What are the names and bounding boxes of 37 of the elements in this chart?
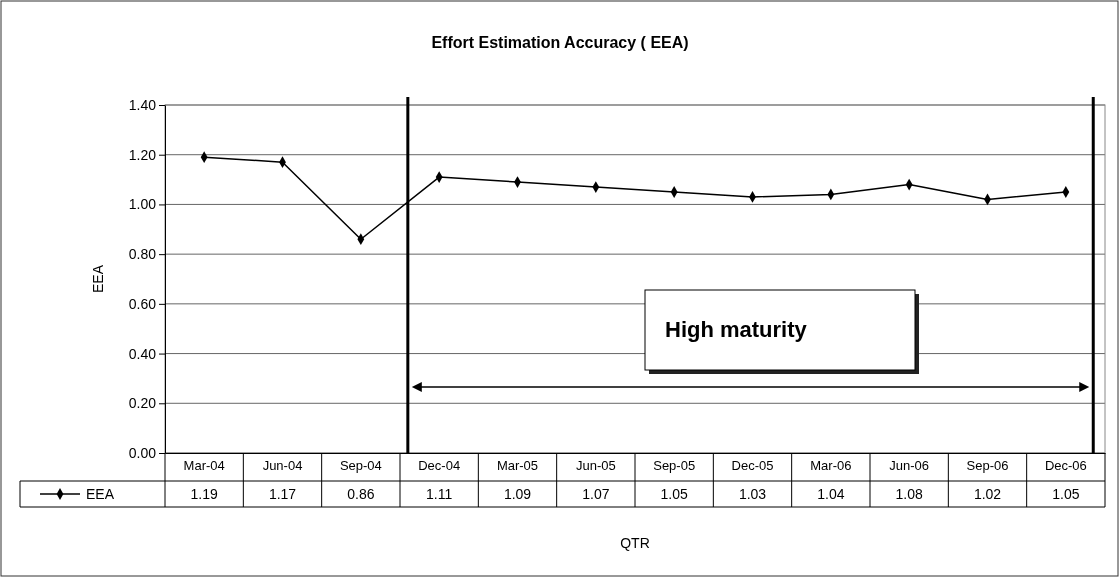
text: 0.80: [128, 246, 156, 263]
x-tick-label: Sep-05: [653, 458, 696, 474]
data-label: 1.03: [738, 486, 767, 502]
data-label: 1.05: [660, 486, 688, 502]
data-label: 1.02: [973, 486, 1002, 502]
x-axis-title: QTR: [620, 535, 650, 551]
text: 0.60: [128, 295, 156, 312]
data-label: 1.05: [1052, 486, 1080, 502]
text: 1.00: [128, 196, 156, 213]
text: 1.40: [128, 96, 156, 113]
data-label: 1.09: [503, 486, 532, 502]
x-tick-label: Mar-04: [183, 458, 225, 474]
data-label: 1.07: [582, 486, 610, 502]
chart-title: Effort Estimation Accuracy ( EEA): [431, 34, 689, 51]
x-tick-label: Sep-04: [339, 458, 382, 474]
text: 0.00: [128, 444, 156, 461]
data-label: 1.17: [268, 486, 297, 502]
x-tick-label: Dec-04: [418, 458, 461, 474]
x-tick-label: Jun-04: [262, 458, 303, 474]
x-tick-label: Dec-06: [1044, 458, 1087, 474]
data-label: 0.86: [347, 486, 375, 502]
x-tick-label: Jun-05: [575, 458, 616, 474]
data-label: 1.08: [895, 486, 923, 502]
data-label: 1.04: [817, 486, 845, 502]
x-tick-label: Dec-05: [731, 458, 774, 474]
text: 1.20: [128, 146, 156, 163]
annotation: High maturity: [665, 317, 808, 342]
x-tick-label: Jun-06: [889, 458, 930, 474]
y-axis-title: EEA: [90, 264, 106, 294]
x-tick-label: Sep-06: [966, 458, 1009, 474]
text: 0.40: [128, 345, 156, 362]
data-label: 1.11: [426, 486, 453, 502]
x-tick-label: Mar-06: [810, 458, 852, 474]
text: 0.20: [128, 395, 156, 412]
legend-label: EEA: [86, 486, 115, 502]
x-tick-label: Mar-05: [496, 458, 539, 474]
data-label: 1.19: [190, 486, 218, 502]
